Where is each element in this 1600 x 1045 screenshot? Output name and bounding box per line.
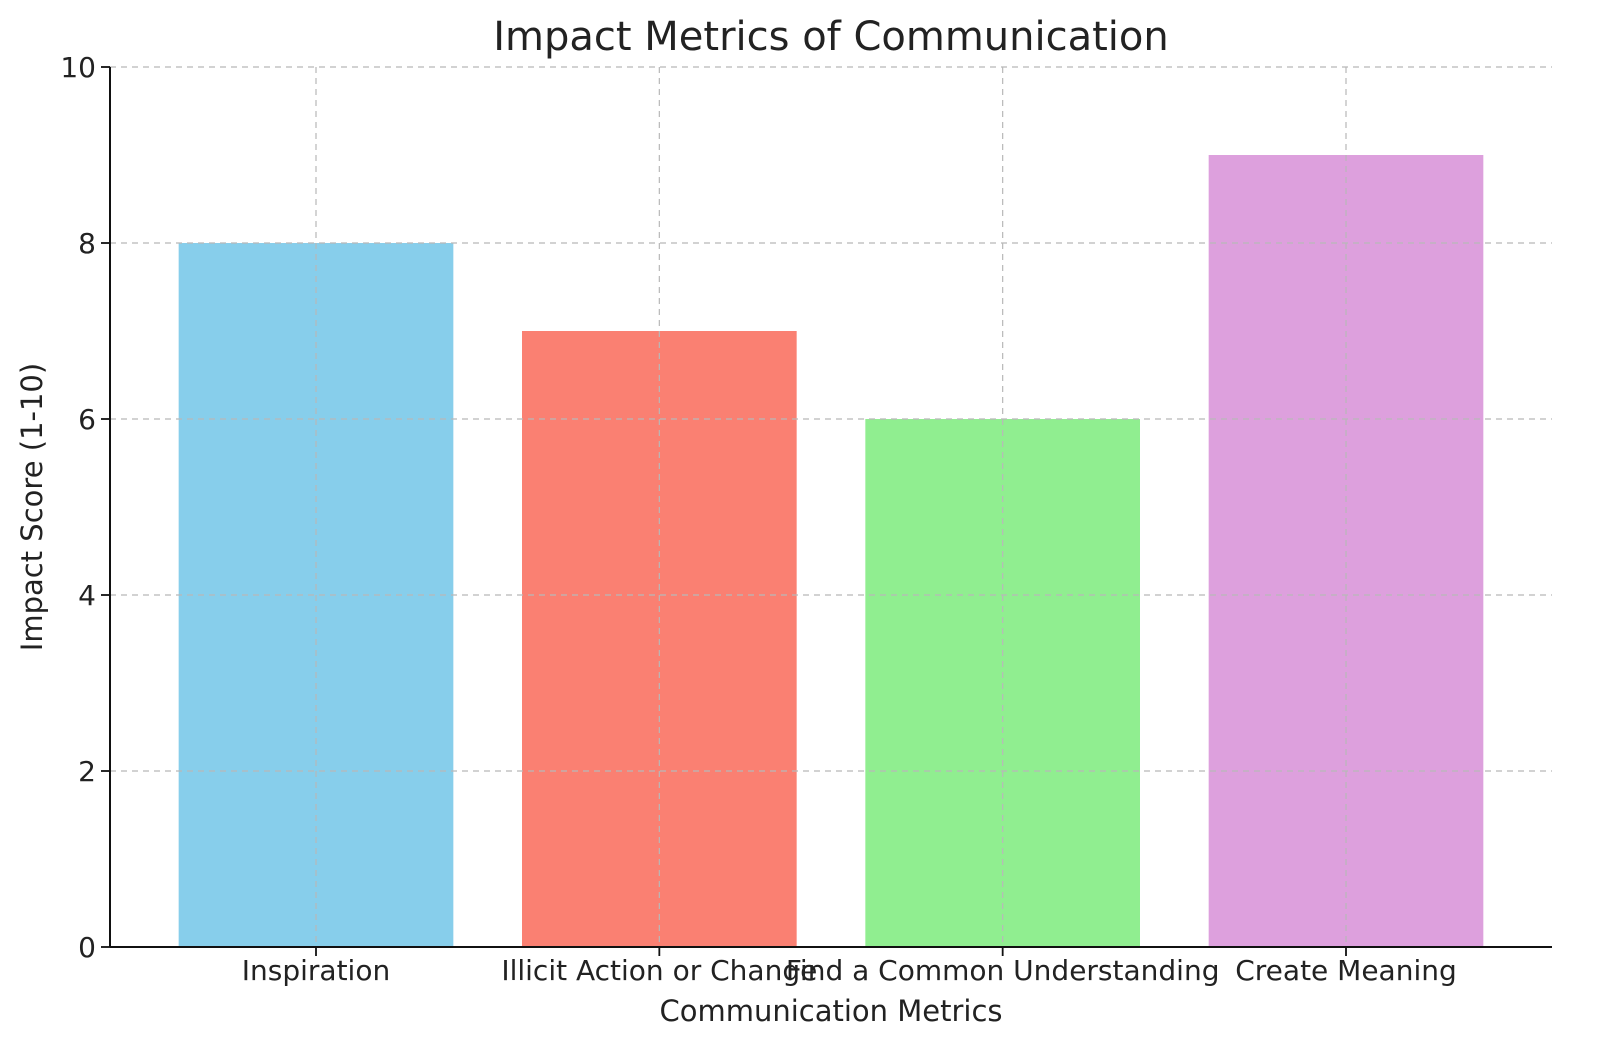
y-tick-label-4: 8 bbox=[78, 227, 96, 260]
y-tick-label-2: 4 bbox=[78, 579, 96, 612]
y-tick-label-1: 2 bbox=[78, 755, 96, 788]
x-axis-label: Communication Metrics bbox=[659, 994, 1002, 1028]
chart-title: Impact Metrics of Communication bbox=[493, 14, 1169, 60]
ticks-layer: 0 2 4 6 8 10 Inspiration Illicit Action or Chan… bbox=[60, 51, 1456, 987]
x-tick-label-2: Find a Common Understanding bbox=[786, 954, 1220, 987]
y-tick-label-5: 10 bbox=[60, 51, 96, 84]
y-axis-label: Impact Score (1-10) bbox=[15, 363, 49, 651]
grid-lines bbox=[110, 66, 1552, 947]
y-tick-label-0: 0 bbox=[78, 931, 96, 964]
x-tick-label-1: Illicit Action or Change bbox=[501, 954, 817, 987]
bars-layer bbox=[178, 155, 1484, 947]
axes-layer bbox=[109, 67, 1552, 948]
x-tick-label-3: Create Meaning bbox=[1235, 954, 1457, 987]
y-tick-label-3: 6 bbox=[78, 403, 96, 436]
x-tick-label-0: Inspiration bbox=[242, 954, 390, 987]
